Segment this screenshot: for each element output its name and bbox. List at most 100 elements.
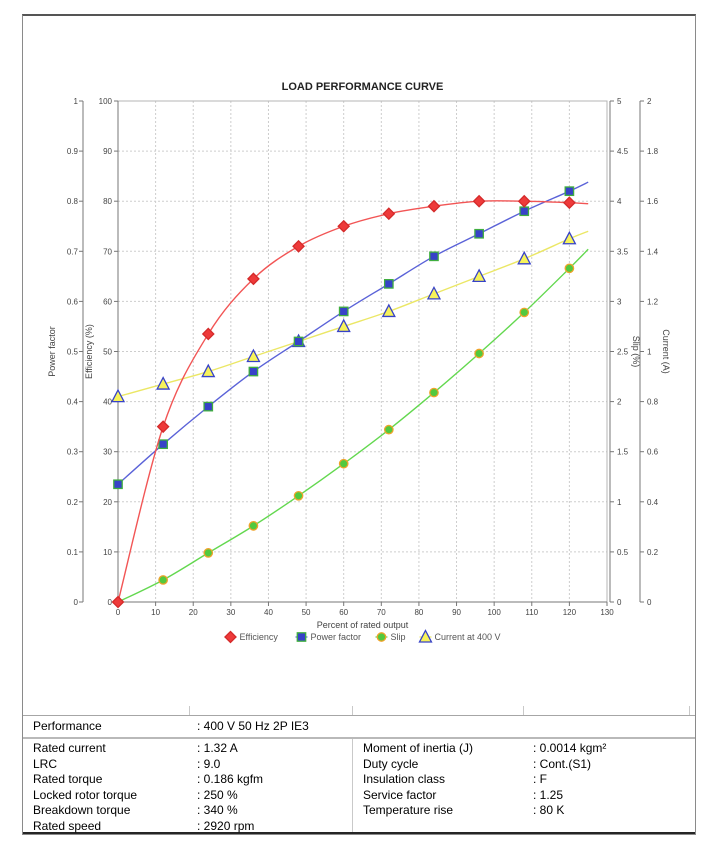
square-marker (474, 228, 484, 239)
svg-text:Slip: Slip (390, 632, 405, 642)
spec-row: Temperature rise : 80 K (353, 803, 695, 819)
svg-text:0.5: 0.5 (617, 548, 629, 557)
svg-text:100: 100 (99, 97, 113, 106)
square-marker (158, 439, 168, 450)
spec-left-column: Rated current : 1.32 A LRC : 9.0 Rated t… (23, 739, 352, 833)
svg-text:0.4: 0.4 (67, 398, 79, 407)
svg-text:0.8: 0.8 (67, 197, 79, 206)
column-divider (352, 706, 353, 715)
spec-value: : 2920 rpm (197, 818, 255, 833)
svg-text:1.5: 1.5 (617, 448, 629, 457)
circle-marker (383, 424, 394, 435)
spec-value: : 1.25 (533, 787, 564, 802)
circle-marker (158, 575, 168, 585)
circle-marker (474, 348, 484, 359)
svg-text:30: 30 (103, 448, 112, 457)
svg-text:2: 2 (647, 97, 652, 106)
circle-marker (338, 458, 349, 469)
spec-label: Locked rotor torque (33, 787, 138, 802)
svg-text:1.6: 1.6 (647, 197, 659, 206)
svg-text:0.4: 0.4 (647, 498, 659, 507)
spec-table-header-strip (23, 706, 695, 716)
gridlines (118, 101, 607, 602)
axis-power-factor: 0 0.1 0.2 0.3 0.4 0.5 0.6 0.7 0.8 0.9 1 Power facto… (47, 97, 84, 607)
svg-text:4.5: 4.5 (617, 147, 629, 156)
square-marker (519, 206, 530, 217)
series-slip (117, 248, 589, 603)
column-divider (523, 706, 524, 715)
spec-right-column: Moment of inertia (J) : 0.0014 kgm² Duty… (352, 739, 695, 832)
axis-current: 0 0.2 0.4 0.6 0.8 1 1.2 1.4 1.6 1.8 2 Current (A) (639, 97, 671, 607)
svg-text:Power factor: Power factor (47, 326, 57, 377)
svg-text:0.2: 0.2 (647, 548, 659, 557)
load-performance-chart: LOAD PERFORMANCE CURVE 0 0.1 0.2 0.3 0.4 0.5 0.… (23, 16, 694, 706)
svg-text:0: 0 (617, 598, 622, 607)
svg-text:10: 10 (103, 548, 112, 557)
triangle-marker (426, 285, 442, 300)
spec-table: Performance : 400 V 50 Hz 2P IE3 Rated c… (23, 706, 695, 834)
spec-value: : Cont.(S1) (533, 756, 592, 771)
svg-text:Current at 400 V: Current at 400 V (434, 632, 500, 642)
x-axis: 0 10 20 30 40 50 60 70 80 90 100 110 120 130 Percent o… (116, 601, 614, 630)
square-marker (203, 401, 214, 412)
square-legend-icon (296, 632, 307, 642)
svg-text:4: 4 (617, 197, 622, 206)
triangle-marker (246, 348, 261, 363)
spec-row: Breakdown torque : 340 % (23, 803, 352, 819)
spec-row: Duty cycle : Cont.(S1) (353, 757, 695, 773)
spec-label: Temperature rise (363, 803, 454, 818)
column-divider (189, 706, 190, 715)
spec-label: Rated speed (33, 818, 102, 833)
svg-text:1: 1 (647, 348, 652, 357)
triangle-marker (156, 376, 171, 390)
svg-text:20: 20 (103, 498, 112, 507)
spec-label: Performance (33, 719, 102, 733)
svg-text:50: 50 (302, 608, 311, 617)
svg-text:60: 60 (339, 608, 348, 617)
page-frame: LOAD PERFORMANCE CURVE 0 0.1 0.2 0.3 0.4 0.5 0.… (22, 14, 696, 835)
spec-value: : 1.32 A (197, 741, 238, 755)
svg-text:3: 3 (617, 297, 622, 306)
spec-row: Service factor : 1.25 (353, 788, 695, 804)
svg-text:120: 120 (563, 608, 577, 617)
triangle-marker (110, 388, 126, 403)
spec-value: : 0.0014 kgm² (533, 741, 607, 755)
spec-label: Rated torque (33, 772, 103, 787)
diamond-marker (111, 595, 125, 609)
chart-legend: Efficiency Power factor Slip Current at 400… (224, 629, 501, 644)
diamond-marker (562, 196, 576, 210)
svg-text:1: 1 (74, 97, 79, 106)
circle-marker (203, 548, 214, 558)
triangle-marker (336, 318, 351, 333)
circle-marker (564, 263, 575, 274)
circle-marker (248, 520, 259, 531)
diamond-marker (382, 207, 396, 221)
legend-item: Current at 400 V (418, 629, 501, 643)
square-marker (113, 479, 123, 490)
diamond-legend-icon (224, 630, 237, 644)
spec-value: : 0.186 kgfm (197, 772, 264, 787)
triangle-marker (472, 268, 487, 282)
svg-text:2.5: 2.5 (617, 348, 629, 357)
diamond-marker (427, 199, 441, 213)
svg-text:0: 0 (116, 608, 121, 617)
triangle-marker (201, 363, 216, 378)
svg-text:1.4: 1.4 (647, 247, 659, 256)
svg-text:80: 80 (103, 197, 112, 206)
svg-text:Current (A): Current (A) (661, 329, 671, 374)
spec-row: Moment of inertia (J) : 0.0014 kgm² (353, 741, 695, 757)
spec-value: : F (533, 772, 547, 787)
spec-row: Rated torque : 0.186 kgfm (23, 772, 352, 788)
diamond-marker (517, 194, 531, 208)
svg-text:Efficiency: Efficiency (239, 632, 278, 642)
diamond-marker (156, 420, 170, 434)
svg-text:0: 0 (74, 598, 79, 607)
svg-text:0.7: 0.7 (67, 247, 79, 256)
circle-marker (293, 490, 304, 501)
svg-text:40: 40 (264, 608, 273, 617)
spec-label: Moment of inertia (J) (363, 741, 474, 755)
svg-text:Slip (%): Slip (%) (631, 336, 641, 368)
diamond-marker (472, 194, 486, 208)
svg-text:0.5: 0.5 (67, 348, 79, 357)
svg-text:0.9: 0.9 (67, 147, 79, 156)
